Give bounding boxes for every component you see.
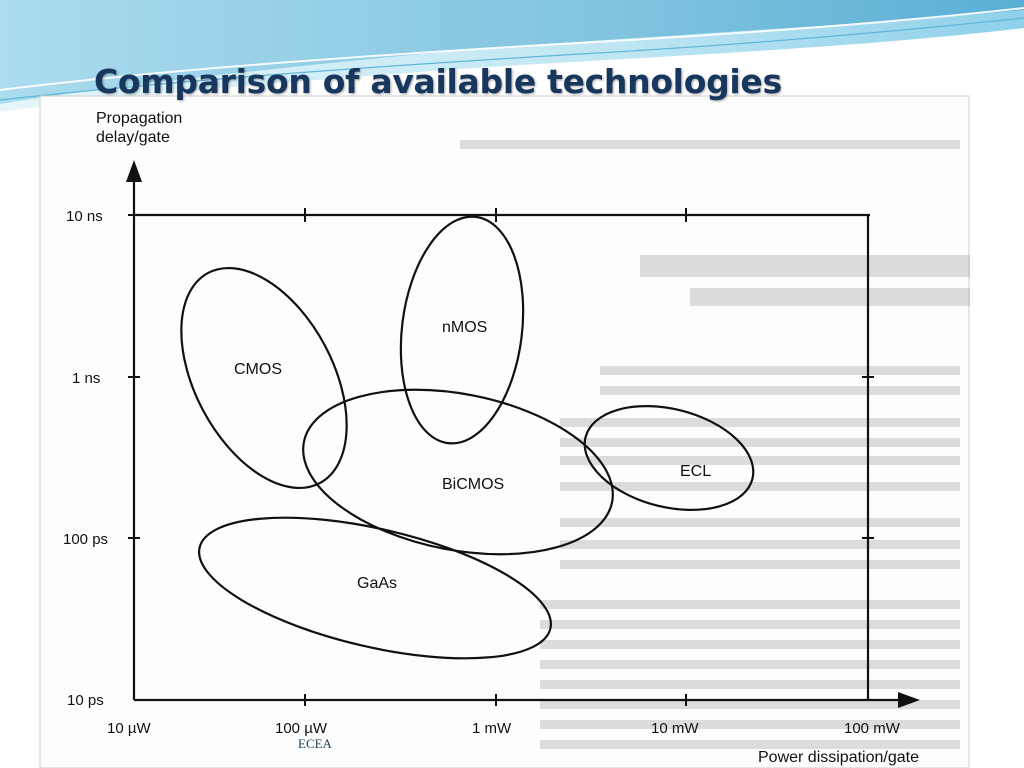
axes: [132, 175, 900, 702]
slide-title: Comparison of available technologies: [94, 62, 782, 101]
region-bicmos: [302, 388, 614, 556]
y-axis-label-line2: delay/gate: [96, 129, 170, 146]
region-ecl: [583, 405, 755, 511]
y-tick-label: 10 ns: [66, 208, 103, 225]
x-axis-label: Power dissipation/gate: [758, 749, 919, 766]
x-tick-label: 1 mW: [472, 720, 512, 737]
region-label-ecl: ECL: [680, 463, 711, 480]
header-waves: [0, 0, 1024, 112]
region-label-gaas: GaAs: [357, 575, 397, 592]
x-axis-arrow: [898, 692, 920, 708]
y-axis-label-line1: Propagation: [96, 110, 182, 127]
y-tick-label: 10 ps: [67, 692, 104, 709]
slide-footer: ECEA: [298, 736, 332, 751]
region-nmos: [399, 215, 525, 445]
regions: [180, 215, 755, 660]
y-tick-label: 100 ps: [63, 531, 108, 548]
y-axis-arrow: [126, 160, 142, 182]
x-tick-label: 10 mW: [651, 720, 699, 737]
region-label-nmos: nMOS: [442, 319, 487, 336]
x-tick-label: 10 µW: [107, 720, 151, 737]
y-tick-label: 1 ns: [72, 370, 100, 387]
x-tick-label: 100 mW: [844, 720, 901, 737]
region-gaas: [198, 516, 552, 660]
background-text-bleed: [460, 140, 970, 749]
x-tick-label: 100 µW: [275, 720, 328, 737]
region-label-bicmos: BiCMOS: [442, 476, 504, 493]
region-cmos: [180, 266, 348, 490]
region-label-cmos: CMOS: [234, 361, 282, 378]
tick-marks: [128, 208, 874, 706]
